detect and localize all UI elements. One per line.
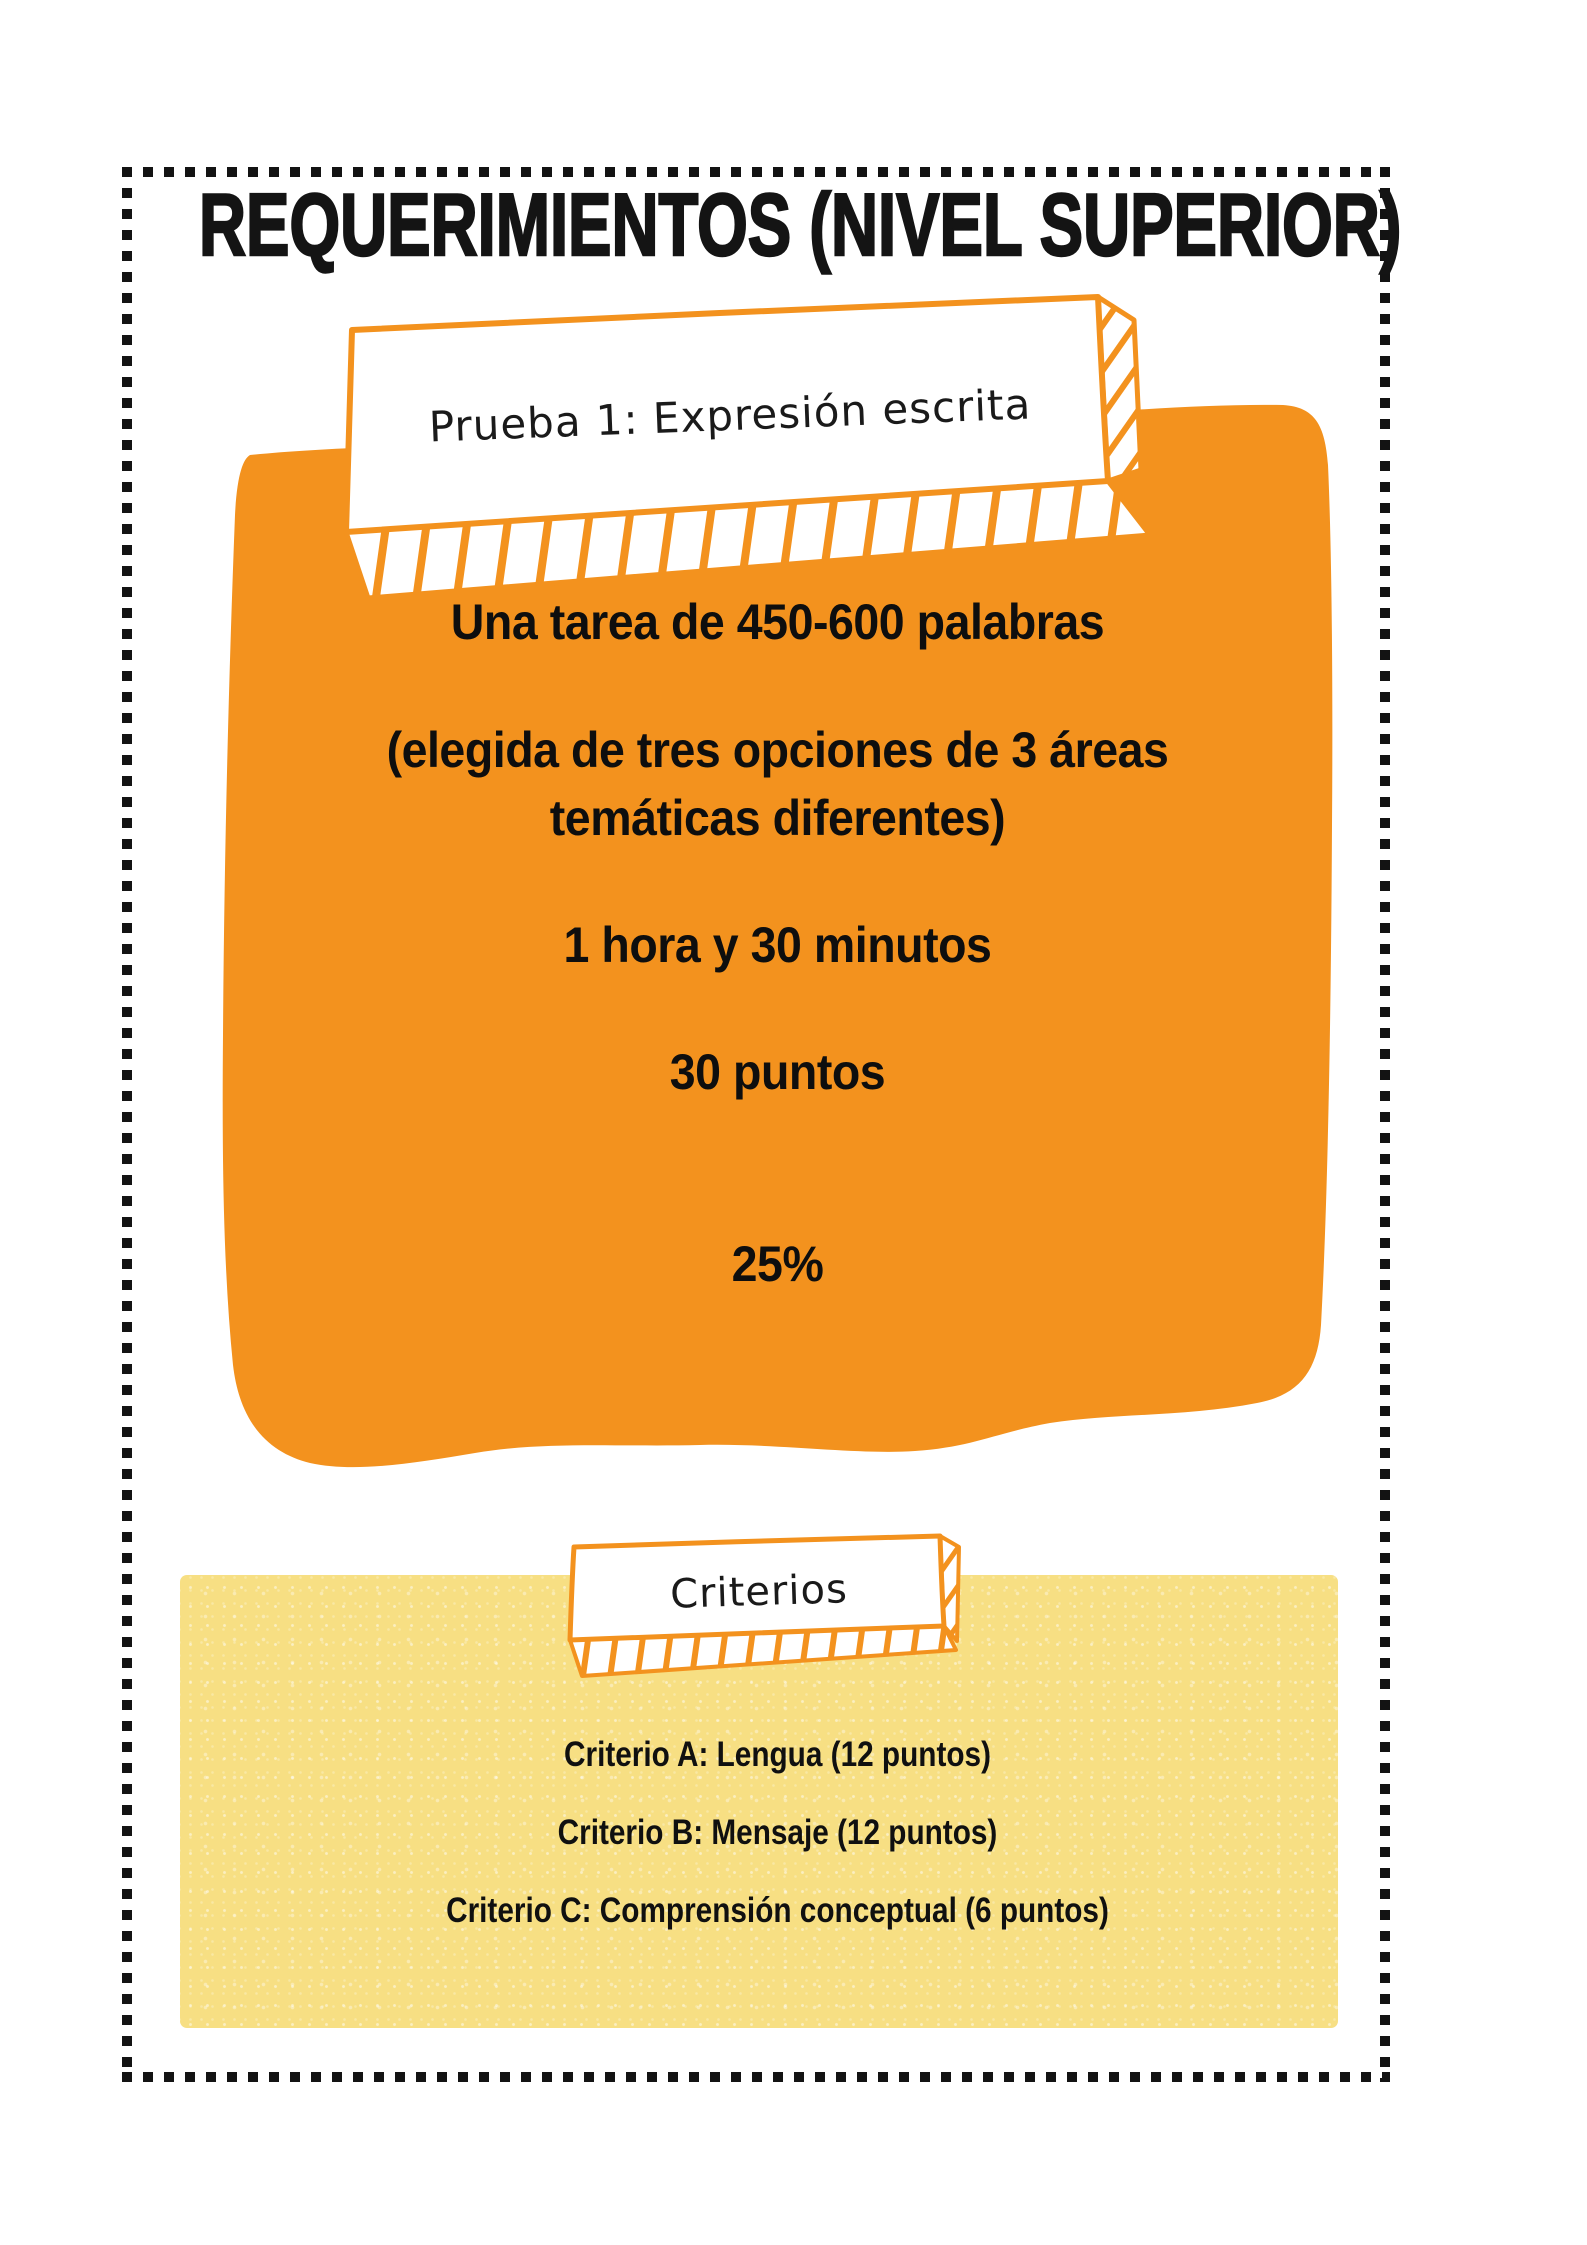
dotted-border-left (122, 167, 132, 2082)
weight-percent-line: 25% (731, 1236, 824, 1292)
criterios-banner-label: Criterios (669, 1566, 849, 1618)
criterion-a: Criterio A: Lengua (12 puntos) (564, 1735, 991, 1774)
points-line: 30 puntos (669, 1044, 886, 1100)
dotted-border-bottom (122, 2072, 1390, 2082)
task-length-line: Una tarea de 450-600 palabras (450, 594, 1105, 650)
task-options-line-2: temáticas diferentes) (549, 790, 1006, 846)
criterios-banner (567, 1533, 961, 1678)
dotted-border-right (1380, 167, 1390, 2082)
criteria-panel (180, 1575, 1338, 2028)
duration-line: 1 hora y 30 minutos (563, 917, 992, 973)
criterion-c: Criterio C: Comprensión conceptual (6 pu… (446, 1891, 1109, 1930)
dotted-border-frame (122, 167, 1390, 2082)
criterion-b: Criterio B: Mensaje (12 puntos) (557, 1813, 998, 1852)
task-options-line-1: (elegida de tres opciones de 3 áreas (386, 722, 1169, 778)
prueba-banner-label: Prueba 1: Expresión escrita (427, 378, 1033, 452)
orange-blob-background (222, 404, 1333, 1468)
prueba-banner (343, 294, 1153, 601)
page-title: REQUERIMIENTOS (NIVEL SUPERIOR) (198, 175, 1402, 274)
dotted-border-top (122, 167, 1390, 177)
